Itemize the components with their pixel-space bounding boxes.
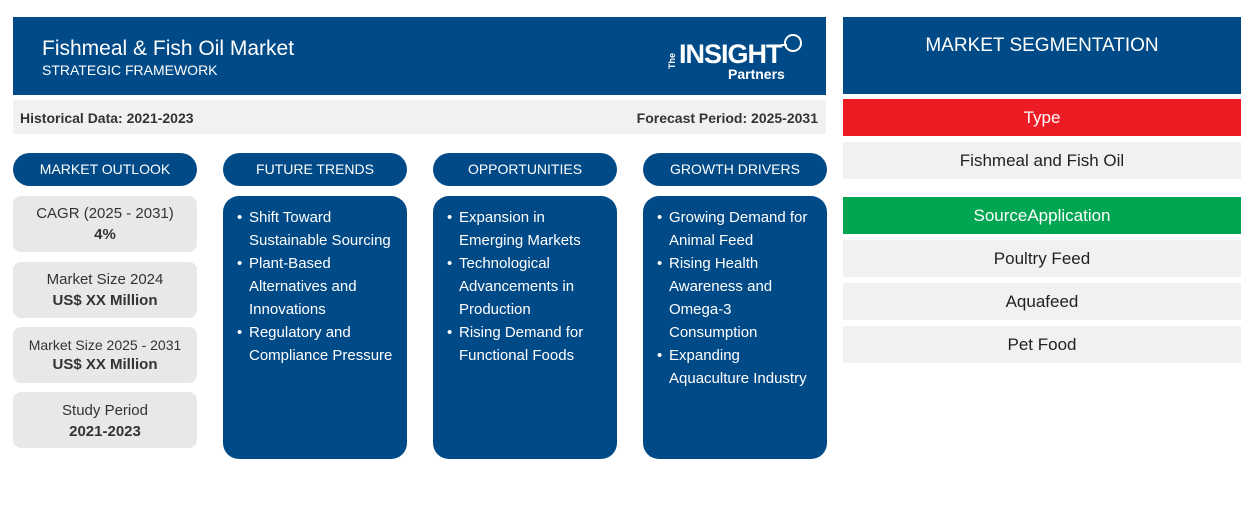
segment-category-type: Type <box>843 99 1241 136</box>
logo-the-text: The <box>667 52 677 69</box>
future-trend-item: Shift Toward Sustainable Sourcing <box>237 206 399 252</box>
historical-data-label: Historical Data: 2021-2023 <box>20 110 194 126</box>
growth-drivers-panel: Growing Demand for Animal Feed Rising He… <box>643 196 827 459</box>
forecast-period-label: Forecast Period: 2025-2031 <box>636 110 818 126</box>
segment-item: Aquafeed <box>843 283 1241 320</box>
opportunities-panel: Expansion in Emerging Markets Technologi… <box>433 196 617 459</box>
opportunity-item: Technological Advancements in Production <box>447 252 609 321</box>
period-bar: Historical Data: 2021-2023 Forecast Peri… <box>13 100 826 134</box>
study-period-label: Study Period <box>62 402 148 419</box>
market-outlook-header: MARKET OUTLOOK <box>13 153 197 186</box>
market-segmentation-header: MARKET SEGMENTATION <box>843 17 1241 94</box>
logo-partners-text: Partners <box>728 66 785 82</box>
cagr-value: 4% <box>94 226 116 243</box>
segment-category-application: SourceApplication <box>843 197 1241 234</box>
market-size-forecast-value: US$ XX Million <box>52 356 158 373</box>
study-period-card: Study Period 2021-2023 <box>13 392 197 448</box>
future-trends-panel: Shift Toward Sustainable Sourcing Plant-… <box>223 196 407 459</box>
logo-insight-text: INSIGHT <box>679 39 783 69</box>
growth-driver-item: Growing Demand for Animal Feed <box>657 206 819 252</box>
segment-item: Pet Food <box>843 326 1241 363</box>
market-size-forecast-label: Market Size 2025 - 2031 <box>28 337 182 353</box>
growth-driver-item: Expanding Aquaculture Industry <box>657 344 819 390</box>
growth-driver-item: Rising Health Awareness and Omega-3 Cons… <box>657 252 819 344</box>
title-banner: Fishmeal & Fish Oil Market STRATEGIC FRA… <box>13 17 826 95</box>
future-trend-item: Plant-Based Alternatives and Innovations <box>237 252 399 321</box>
future-trend-item: Regulatory and Compliance Pressure <box>237 321 399 367</box>
market-size-2024-card: Market Size 2024 US$ XX Million <box>13 262 197 318</box>
page-subtitle: STRATEGIC FRAMEWORK <box>42 62 218 78</box>
segment-item: Fishmeal and Fish Oil <box>843 142 1241 179</box>
segment-item: Poultry Feed <box>843 240 1241 277</box>
opportunity-item: Expansion in Emerging Markets <box>447 206 609 252</box>
market-size-forecast-card: Market Size 2025 - 2031 US$ XX Million <box>13 327 197 383</box>
opportunities-header: OPPORTUNITIES <box>433 153 617 186</box>
opportunity-item: Rising Demand for Functional Foods <box>447 321 609 367</box>
page-title: Fishmeal & Fish Oil Market <box>42 37 295 60</box>
growth-drivers-header: GROWTH DRIVERS <box>643 153 827 186</box>
cagr-label: CAGR (2025 - 2031) <box>36 205 174 222</box>
insight-partners-logo: The INSIGHT Partners <box>667 33 807 82</box>
market-size-2024-value: US$ XX Million <box>52 292 158 309</box>
future-trends-header: FUTURE TRENDS <box>223 153 407 186</box>
logo-magnifier-icon <box>781 34 802 52</box>
market-size-2024-label: Market Size 2024 <box>46 271 164 288</box>
cagr-card: CAGR (2025 - 2031) 4% <box>13 196 197 252</box>
study-period-value: 2021-2023 <box>69 423 141 440</box>
